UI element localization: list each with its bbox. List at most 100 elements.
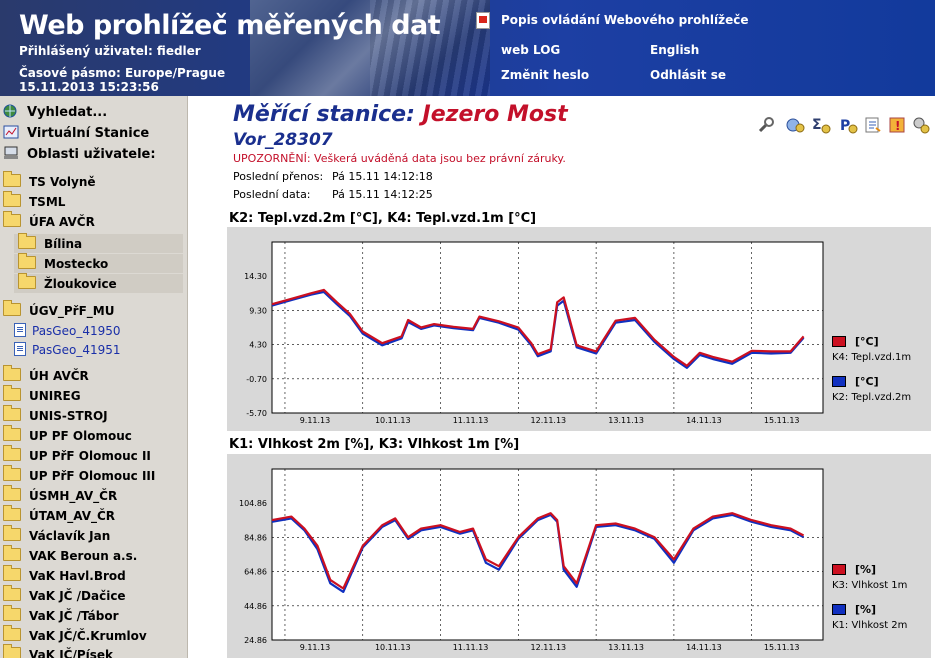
y-tick-label: -0.70 (246, 375, 267, 384)
x-tick-label: 14.11.13 (686, 643, 722, 652)
x-tick-label: 12.11.13 (531, 416, 567, 425)
folder-icon (3, 191, 21, 207)
user-areas-header: Oblasti uživatele: (3, 146, 156, 162)
folder-icon (18, 273, 36, 289)
x-tick-label: 13.11.13 (608, 643, 644, 652)
chart-1-title: K2: Tepl.vzd.2m [°C], K4: Tepl.vzd.1m [°… (229, 211, 537, 226)
last-data-value: Pá 15.11 14:12:25 (332, 188, 433, 201)
user-areas-label: Oblasti uživatele: (27, 147, 156, 162)
sidebar-item-vak-jc-dacice[interactable]: VaK JČ /Dačice (3, 585, 126, 603)
folder-icon (3, 171, 21, 187)
gears-icon[interactable] (785, 116, 805, 134)
legend-3-unit: [%] (855, 563, 877, 576)
x-tick-label: 12.11.13 (531, 643, 567, 652)
series-line-red (271, 288, 805, 367)
legend-swatch-red (832, 564, 846, 575)
sidebar-item-ufa-avcr[interactable]: ÚFA AVČR (3, 211, 95, 229)
manual-link[interactable]: Popis ovládání Webového prohlížeče (501, 13, 749, 27)
x-tick-label: 10.11.13 (375, 416, 411, 425)
logout-link[interactable]: Odhlásit se (650, 68, 726, 82)
last-data-label: Poslední data: (233, 188, 311, 201)
chart-2-title: K1: Vlhkost 2m [%], K3: Vlhkost 1m [%] (229, 437, 520, 452)
sidebar-item-unireg[interactable]: UNIREG (3, 385, 81, 403)
alarm-icon[interactable]: ! (889, 116, 909, 134)
sidebar: Vyhledat... Virtuální Stanice Oblasti už… (0, 96, 188, 658)
folder-icon (3, 585, 21, 601)
logged-user: Přihlášený uživatel: fiedler (19, 44, 201, 58)
chart-1-svg: 14.30 9.30 4.30 -0.70 -5.70 9.11.13 10.11.13 11… (244, 241, 824, 425)
legend-2-name: K2: Tepl.vzd.2m (832, 392, 912, 403)
sidebar-item-uh-avcr[interactable]: ÚH AVČR (3, 365, 89, 383)
sidebar-item-ts-volyne[interactable]: TS Volyně (3, 171, 96, 189)
virtual-station-icon (3, 125, 19, 139)
sidebar-item-vaclavik-jan[interactable]: Václavík Jan (3, 525, 110, 543)
folder-icon (3, 625, 21, 641)
sidebar-item-ugv-prf-mu[interactable]: ÚGV_PřF_MU (3, 300, 114, 318)
timezone: Časové pásmo: Europe/Prague (19, 66, 226, 80)
wrench-icon[interactable] (757, 116, 775, 134)
sidebar-item-vak-havl-brod[interactable]: VaK Havl.Brod (3, 565, 126, 583)
app-title: Web prohlížeč měřených dat (19, 10, 441, 41)
folder-icon (3, 525, 21, 541)
last-transfer: Poslední přenos: Pá 15.11 14:12:18 (233, 170, 433, 183)
folder-open-icon (3, 211, 21, 227)
y-tick-label: 14.30 (244, 272, 267, 281)
svg-text:P: P (840, 118, 850, 134)
station-link-pasgeo-41951[interactable]: PasGeo_41951 (14, 342, 121, 357)
station-id: Vor_28307 (233, 130, 333, 150)
english-link[interactable]: English (650, 43, 700, 57)
sidebar-item-tsml[interactable]: TSML (3, 191, 65, 209)
weblog-link[interactable]: web LOG (501, 43, 561, 57)
x-tick-label: 11.11.13 (453, 643, 489, 652)
plot-area (271, 241, 824, 414)
sidebar-item-up-prf-olomouc-ii[interactable]: UP PřF Olomouc II (3, 445, 151, 463)
sidebar-item-utam-av-cr[interactable]: ÚTAM_AV_ČR (3, 505, 115, 523)
x-tick-label: 9.11.13 (300, 643, 331, 652)
current-datetime: 15.11.2013 15:23:56 (19, 80, 159, 94)
pdf-icon[interactable] (476, 12, 490, 29)
sidebar-subitem-mostecko[interactable]: Mostecko (14, 253, 183, 273)
station-name: Jezero Most (422, 102, 568, 127)
legend-2-unit: [°C] (855, 375, 879, 388)
legend-1-name: K4: Tepl.vzd.1m (832, 352, 912, 363)
change-password-link[interactable]: Změnit heslo (501, 68, 590, 82)
sidebar-subitem-zloukovice[interactable]: Žloukovice (14, 273, 183, 293)
document-icon (14, 342, 26, 356)
config-icon[interactable] (912, 116, 930, 134)
search-label: Vyhledat... (27, 105, 108, 120)
plot-area (271, 468, 824, 641)
sidebar-item-up-prf-olomouc-iii[interactable]: UP PřF Olomouc III (3, 465, 155, 483)
x-tick-label: 15.11.13 (764, 416, 800, 425)
export-icon[interactable] (864, 116, 882, 134)
legend-swatch-blue (832, 376, 846, 387)
folder-icon (3, 385, 21, 401)
p-settings-icon[interactable]: P (838, 116, 858, 134)
sidebar-item-vak-jc-tabor[interactable]: VaK JČ /Tábor (3, 605, 119, 623)
header-photo (250, 0, 490, 96)
folder-icon (3, 505, 21, 521)
sigma-icon[interactable]: Σ (811, 116, 831, 134)
last-transfer-label: Poslední přenos: (233, 170, 324, 183)
virtual-stations-link[interactable]: Virtuální Stanice (3, 125, 149, 141)
sidebar-item-usmh-av-cr[interactable]: ÚSMH_AV_ČR (3, 485, 117, 503)
folder-icon (3, 605, 21, 621)
chart-1: 14.30 9.30 4.30 -0.70 -5.70 9.11.13 10.11.13 11… (227, 227, 931, 431)
legend-swatch-blue (832, 604, 846, 615)
sidebar-subitem-bilina[interactable]: Bílina (14, 233, 183, 253)
sidebar-item-vak-jc-krumlov[interactable]: VaK JČ/Č.Krumlov (3, 625, 147, 643)
sidebar-item-up-pf-olomouc[interactable]: UP PF Olomouc (3, 425, 132, 443)
sidebar-item-unis-stroj[interactable]: UNIS-STROJ (3, 405, 108, 423)
x-tick-label: 15.11.13 (764, 643, 800, 652)
station-link-pasgeo-41950[interactable]: PasGeo_41950 (14, 323, 121, 338)
legend-3-name: K3: Vlhkost 1m (832, 580, 908, 591)
y-tick-label: 24.86 (244, 636, 267, 645)
svg-text:Σ: Σ (812, 117, 822, 133)
last-transfer-value: Pá 15.11 14:12:18 (332, 170, 433, 183)
folder-icon (3, 405, 21, 421)
search-link[interactable]: Vyhledat... (3, 104, 107, 120)
y-tick-label: 104.86 (239, 499, 267, 508)
chart-2-svg: 104.86 84.86 64.86 44.86 24.86 9.11.13 10.11.1… (239, 468, 824, 652)
sidebar-item-vak-jc-pisek[interactable]: VaK JČ/Písek (3, 644, 113, 658)
sidebar-item-vak-beroun[interactable]: VAK Beroun a.s. (3, 545, 137, 563)
x-tick-label: 13.11.13 (608, 416, 644, 425)
